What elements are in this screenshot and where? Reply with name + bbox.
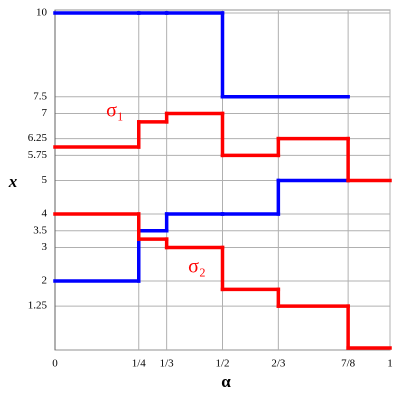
x-tick-label: 7/8	[341, 358, 356, 370]
x-axis-label: α	[221, 372, 231, 391]
x-tick-label: 1/4	[132, 358, 147, 370]
x-tick-label: 1/2	[215, 358, 229, 370]
series-label: σ₂	[188, 256, 206, 278]
y-tick-label: 4	[42, 208, 48, 220]
y-tick-label: 1.25	[28, 300, 48, 312]
y-tick-label: 3	[42, 241, 48, 253]
y-tick-label: 10	[36, 7, 48, 19]
x-tick-label: 2/3	[271, 358, 286, 370]
x-tick-label: 1/3	[160, 358, 175, 370]
x-tick-label: 0	[52, 358, 58, 370]
y-tick-label: 3.5	[33, 224, 47, 236]
y-tick-label: 6.25	[28, 132, 48, 144]
y-axis-label: x	[8, 172, 18, 191]
series-label: σ₁	[106, 100, 124, 122]
y-tick-label: 5	[42, 174, 48, 186]
y-tick-label: 7.5	[33, 90, 47, 102]
y-tick-label: 7	[42, 107, 48, 119]
x-tick-label: 1	[387, 358, 393, 370]
y-tick-label: 2	[42, 275, 48, 287]
y-tick-label: 5.75	[28, 149, 48, 161]
